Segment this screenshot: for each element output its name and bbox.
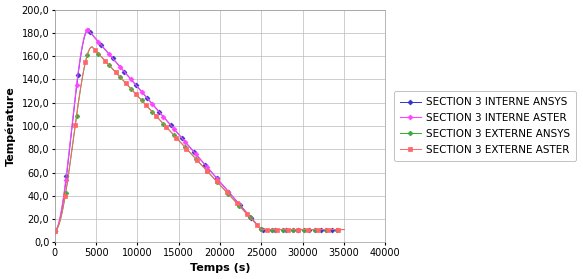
- SECTION 3 EXTERNE ANSYS: [192, 157, 199, 160]
- SECTION 3 INTERNE ANSYS: [340, 228, 347, 231]
- Line: SECTION 3 EXTERNE ANSYS: SECTION 3 EXTERNE ANSYS: [53, 45, 346, 233]
- SECTION 3 EXTERNE ANSYS: [66, 165, 73, 169]
- SECTION 3 INTERNE ANSYS: [332, 228, 339, 231]
- SECTION 3 INTERNE ASTER: [184, 143, 191, 147]
- SECTION 3 EXTERNE ASTER: [66, 164, 73, 167]
- SECTION 3 EXTERNE ASTER: [192, 157, 199, 160]
- Line: SECTION 3 INTERNE ASTER: SECTION 3 INTERNE ASTER: [53, 27, 346, 232]
- Y-axis label: Température: Température: [6, 86, 16, 166]
- SECTION 3 INTERNE ASTER: [332, 228, 339, 231]
- SECTION 3 EXTERNE ASTER: [184, 149, 191, 152]
- SECTION 3 INTERNE ANSYS: [66, 147, 73, 150]
- SECTION 3 INTERNE ANSYS: [279, 228, 286, 231]
- X-axis label: Temps (s): Temps (s): [189, 263, 250, 273]
- SECTION 3 INTERNE ASTER: [279, 228, 286, 231]
- SECTION 3 INTERNE ASTER: [51, 229, 58, 232]
- SECTION 3 EXTERNE ANSYS: [89, 45, 96, 49]
- SECTION 3 INTERNE ASTER: [332, 228, 339, 231]
- SECTION 3 INTERNE ANSYS: [332, 228, 339, 231]
- SECTION 3 EXTERNE ASTER: [340, 228, 347, 231]
- SECTION 3 EXTERNE ANSYS: [340, 228, 347, 231]
- SECTION 3 EXTERNE ANSYS: [332, 228, 339, 231]
- SECTION 3 INTERNE ANSYS: [51, 229, 58, 232]
- SECTION 3 EXTERNE ANSYS: [332, 228, 339, 231]
- SECTION 3 EXTERNE ANSYS: [279, 228, 286, 231]
- SECTION 3 EXTERNE ANSYS: [51, 229, 58, 232]
- SECTION 3 INTERNE ANSYS: [184, 143, 191, 147]
- SECTION 3 EXTERNE ASTER: [89, 45, 96, 49]
- SECTION 3 INTERNE ASTER: [340, 228, 347, 231]
- SECTION 3 INTERNE ASTER: [66, 145, 73, 148]
- SECTION 3 EXTERNE ANSYS: [184, 149, 191, 152]
- SECTION 3 EXTERNE ASTER: [51, 229, 58, 232]
- SECTION 3 EXTERNE ASTER: [332, 228, 339, 231]
- SECTION 3 EXTERNE ASTER: [332, 228, 339, 231]
- SECTION 3 INTERNE ASTER: [85, 27, 92, 31]
- Line: SECTION 3 INTERNE ANSYS: SECTION 3 INTERNE ANSYS: [53, 27, 346, 232]
- SECTION 3 INTERNE ANSYS: [85, 27, 92, 31]
- Legend: SECTION 3 INTERNE ANSYS, SECTION 3 INTERNE ASTER, SECTION 3 EXTERNE ANSYS, SECTI: SECTION 3 INTERNE ANSYS, SECTION 3 INTER…: [394, 91, 576, 161]
- SECTION 3 EXTERNE ASTER: [279, 228, 286, 231]
- SECTION 3 INTERNE ASTER: [192, 152, 199, 155]
- SECTION 3 INTERNE ANSYS: [192, 152, 199, 155]
- Line: SECTION 3 EXTERNE ASTER: SECTION 3 EXTERNE ASTER: [53, 45, 346, 232]
